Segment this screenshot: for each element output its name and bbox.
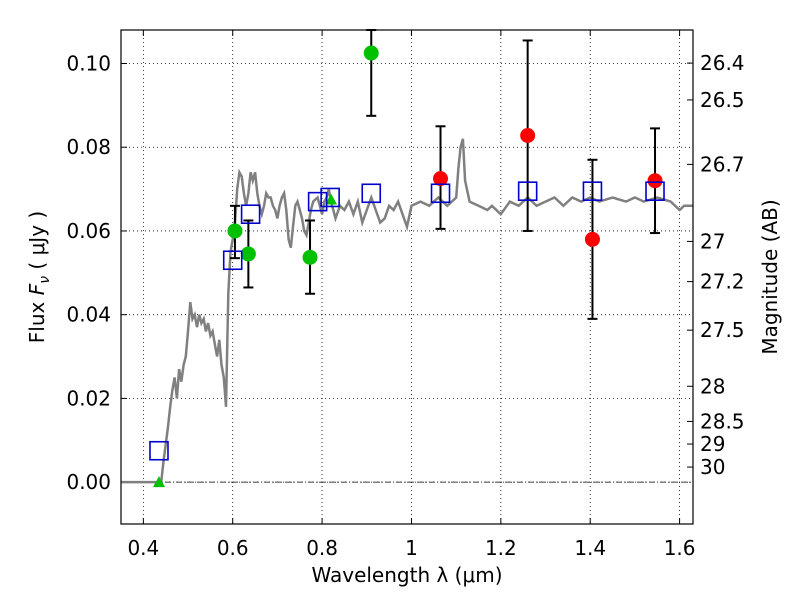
grid — [121, 30, 693, 524]
y-tick-label: 0.06 — [66, 219, 111, 243]
mag-tick-label: 28.5 — [700, 409, 745, 433]
x-axis-label: Wavelength λ (μm) — [311, 563, 502, 587]
y-label-suffix: ( μJy ) — [25, 211, 49, 276]
mag-tick-label: 27.2 — [700, 270, 745, 294]
green-point — [363, 45, 379, 61]
plot-frame — [120, 29, 694, 525]
y-tick-label: 0.00 — [66, 470, 111, 494]
x-tick-label: 1 — [405, 536, 418, 560]
model-square — [149, 440, 169, 461]
mag-tick-label: 30 — [700, 455, 725, 479]
red-point — [647, 173, 663, 189]
mag-tick-label: 28 — [700, 374, 725, 398]
x-tick-label: 0.8 — [306, 536, 338, 560]
model-square — [361, 183, 382, 204]
mag-tick-label: 27.5 — [700, 318, 745, 342]
model-square — [222, 250, 243, 271]
y-label-prefix: Flux — [25, 295, 49, 343]
y-tick-label: 0.02 — [66, 386, 111, 410]
spectrum-line — [121, 138, 693, 484]
x-tick-label: 1.2 — [485, 536, 517, 560]
axis-ticks — [121, 30, 693, 524]
y2-axis-label: Magnitude (AB) — [758, 199, 782, 354]
y-label-symbol: F — [25, 283, 49, 295]
y-tick-label: 0.04 — [66, 303, 111, 327]
tick-labels: 0.4 0.6 0.8 1 1.2 1.4 1.6 0.00 0.02 0.04 0.06 0.08 0… — [66, 51, 744, 560]
mag-tick-label: 29 — [700, 432, 725, 456]
y-tick-label: 0.08 — [66, 135, 111, 159]
mag-tick-label: 26.7 — [700, 152, 745, 176]
x-tick-label: 1.6 — [664, 536, 696, 560]
svg-text:Flux Fν ( μJy ): Flux Fν ( μJy ) — [25, 211, 53, 343]
model-square — [582, 181, 603, 201]
model-square — [320, 187, 340, 208]
green-point — [227, 223, 243, 239]
red-point — [520, 127, 536, 143]
y-axis-label: Flux Fν ( μJy ) — [25, 211, 53, 343]
x-tick-label: 1.4 — [574, 536, 606, 560]
model-square — [517, 181, 538, 201]
model-square — [307, 191, 328, 212]
y-tick-label: 0.10 — [66, 51, 111, 75]
mag-tick-label: 27 — [700, 229, 725, 253]
model-square — [645, 181, 665, 201]
mag-tick-label: 26.5 — [700, 88, 745, 112]
x-tick-label: 0.6 — [217, 536, 249, 560]
y-label-subscript: ν — [37, 276, 53, 284]
mag-tick-label: 26.4 — [700, 51, 745, 75]
red-point — [433, 171, 449, 187]
x-tick-label: 0.4 — [127, 536, 159, 560]
model-square — [430, 183, 451, 204]
green-point — [240, 246, 256, 262]
plot-area — [121, 29, 693, 488]
green-point — [302, 249, 318, 265]
green-triangle — [152, 476, 165, 488]
green-triangle — [325, 193, 338, 205]
red-point — [584, 231, 600, 247]
model-square — [240, 204, 261, 225]
